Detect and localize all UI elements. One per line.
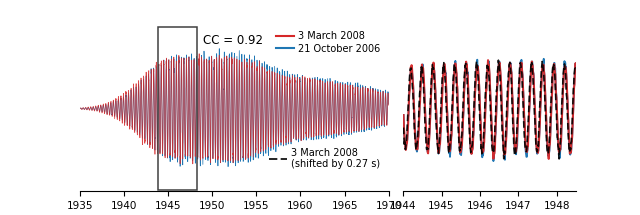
Bar (157, 28, 197, 190)
Text: CC = 0.92: CC = 0.92 (204, 34, 264, 47)
Legend: 3 March 2008
(shifted by 0.27 s): 3 March 2008 (shifted by 0.27 s) (266, 144, 384, 173)
